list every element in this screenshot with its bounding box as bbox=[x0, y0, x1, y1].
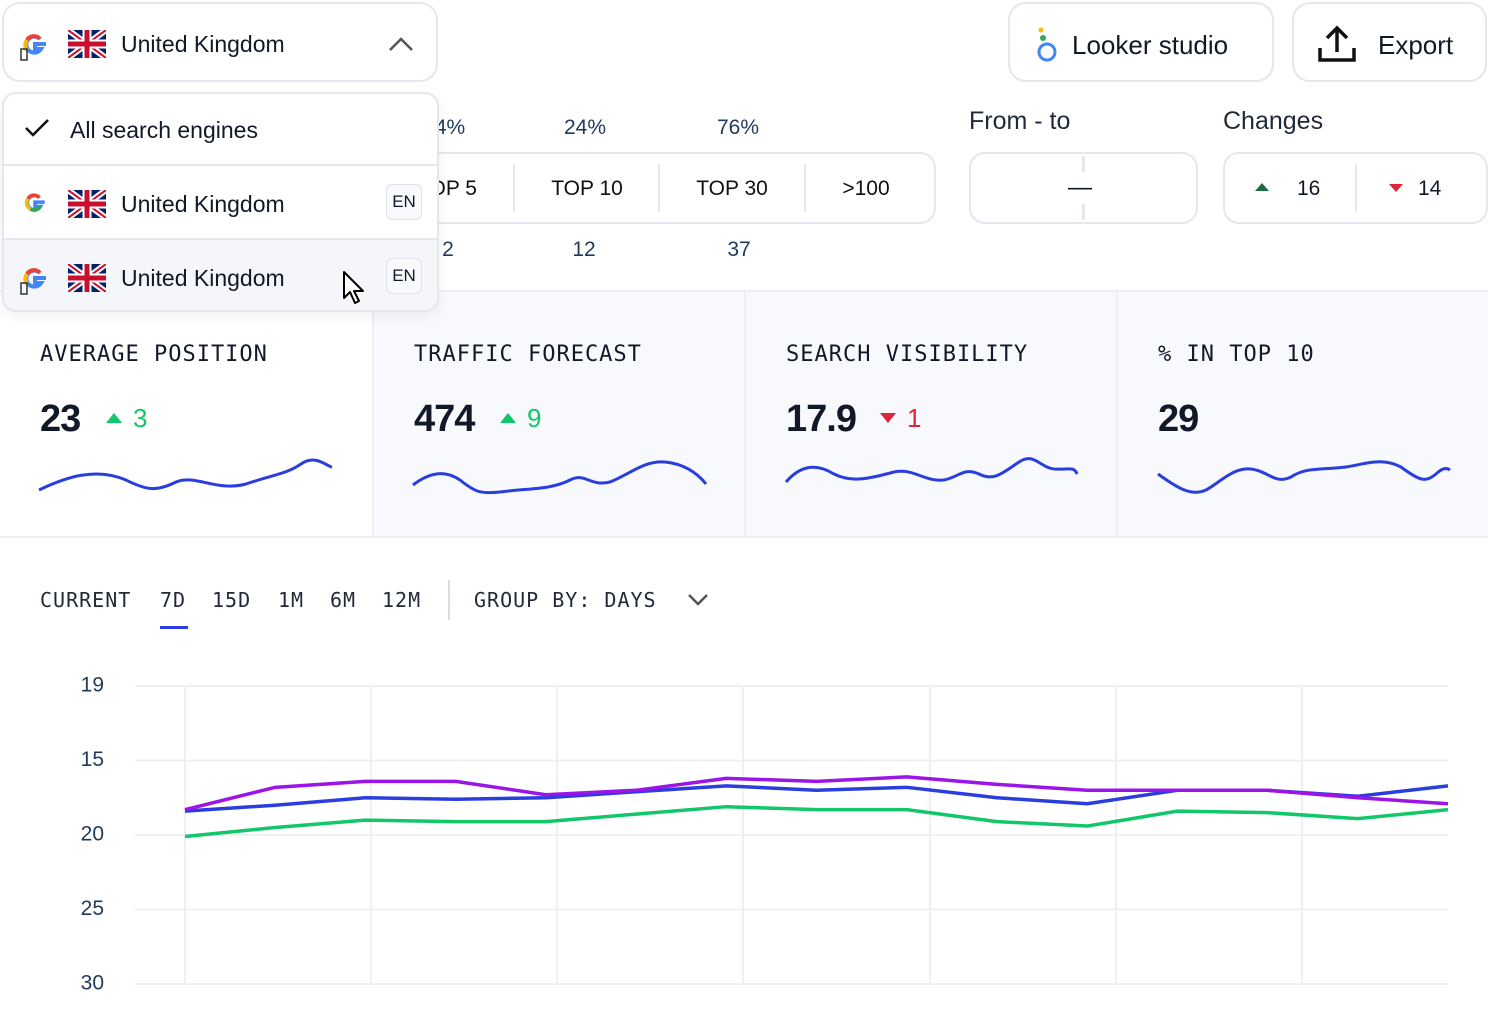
divider bbox=[804, 164, 806, 212]
period-tab[interactable]: 1M bbox=[278, 588, 305, 612]
metric-title: % IN TOP 10 bbox=[1158, 342, 1315, 367]
tick bbox=[1082, 156, 1085, 172]
engine-label: United Kingdom bbox=[121, 31, 285, 57]
divider bbox=[1355, 164, 1357, 212]
percent: 4% bbox=[434, 116, 466, 139]
item-label: All search engines bbox=[70, 117, 258, 143]
y-tick-label: 30 bbox=[81, 972, 104, 995]
count: 37 bbox=[727, 238, 751, 261]
metric-card: TRAFFIC FORECAST 474 9 bbox=[372, 290, 744, 538]
item-label: United Kingdom bbox=[121, 265, 285, 291]
chevron-up bbox=[389, 37, 413, 51]
engine-select[interactable]: United Kingdom bbox=[2, 2, 438, 82]
metric-value: 29 bbox=[1158, 398, 1199, 440]
period-tab[interactable]: 12M bbox=[382, 588, 422, 612]
from-to-field[interactable]: — bbox=[969, 152, 1198, 224]
metric-change: 1 bbox=[907, 403, 922, 433]
count: 12 bbox=[572, 238, 596, 261]
changes-box: 16 14 bbox=[1223, 152, 1488, 224]
up-arrow bbox=[1255, 183, 1269, 191]
active-underline bbox=[160, 626, 188, 629]
from-to-label: From - to bbox=[969, 107, 1071, 135]
chevron-down bbox=[688, 594, 708, 606]
series-line bbox=[184, 804, 1449, 839]
group-by[interactable]: GROUP BY: DAYS bbox=[474, 588, 657, 612]
metric-value: 23 bbox=[40, 398, 81, 440]
y-tick-label: 25 bbox=[81, 897, 104, 920]
sparkline bbox=[784, 457, 1079, 483]
tick bbox=[1082, 204, 1085, 220]
google-icon bbox=[20, 268, 46, 295]
range-label: TOP 10 bbox=[551, 177, 623, 200]
engine-dropdown: All search engines United Kingdom EN Uni… bbox=[2, 92, 439, 312]
metric-card: SEARCH VISIBILITY 17.9 1 bbox=[744, 290, 1116, 538]
sparkline bbox=[412, 460, 708, 495]
looker-button[interactable]: Looker studio bbox=[1008, 2, 1274, 82]
dropdown-item[interactable]: All search engines bbox=[4, 94, 437, 164]
distribution-bar bbox=[360, 152, 936, 224]
cursor bbox=[343, 271, 364, 304]
position-chart: 19 15 20 25 30 bbox=[81, 674, 1449, 995]
percent: 76% bbox=[716, 116, 760, 139]
looker-icon bbox=[1037, 27, 1057, 62]
item-label: United Kingdom bbox=[121, 191, 285, 217]
uk-flag bbox=[68, 30, 106, 58]
divider bbox=[513, 164, 515, 212]
button-label: Looker studio bbox=[1072, 30, 1229, 60]
sparkline bbox=[1157, 460, 1451, 494]
sparkline bbox=[38, 458, 333, 492]
down-arrow bbox=[880, 413, 896, 423]
y-tick-label: 15 bbox=[81, 748, 104, 771]
from-to-value: — bbox=[1068, 174, 1092, 201]
changes-label: Changes bbox=[1223, 107, 1324, 135]
export-icon bbox=[1318, 25, 1356, 62]
metric-title: SEARCH VISIBILITY bbox=[786, 342, 1029, 367]
period-tab[interactable]: CURRENT bbox=[40, 588, 132, 612]
metric-value: 474 bbox=[414, 398, 475, 440]
up-arrow bbox=[106, 413, 122, 423]
metric-title: AVERAGE POSITION bbox=[40, 342, 268, 367]
export-button[interactable]: Export bbox=[1292, 2, 1487, 82]
google-icon bbox=[24, 193, 45, 212]
range-label: TOP 30 bbox=[696, 177, 768, 200]
percent: 24% bbox=[563, 116, 607, 139]
divider bbox=[658, 164, 660, 212]
uk-flag bbox=[68, 190, 106, 218]
range-label: >100 bbox=[842, 177, 890, 200]
google-icon bbox=[20, 34, 46, 61]
series-line bbox=[184, 775, 1449, 812]
lang-badge: EN bbox=[386, 184, 422, 220]
separator bbox=[4, 238, 437, 240]
metric-card: AVERAGE POSITION 23 3 bbox=[0, 290, 372, 538]
y-tick-label: 20 bbox=[81, 823, 104, 846]
dropdown-item[interactable]: United Kingdom EN bbox=[4, 166, 437, 238]
down-arrow bbox=[1389, 184, 1403, 192]
y-tick-label: 19 bbox=[81, 674, 104, 697]
metric-change: 9 bbox=[527, 403, 542, 433]
up-arrow bbox=[500, 413, 516, 423]
metric-card: % IN TOP 10 29 bbox=[1116, 290, 1488, 538]
metric-change: 3 bbox=[133, 403, 148, 433]
period-tab[interactable]: 7D bbox=[160, 588, 187, 612]
check-icon bbox=[25, 119, 49, 137]
metric-value: 17.9 bbox=[786, 398, 857, 440]
count: 2 bbox=[442, 238, 454, 261]
divider bbox=[448, 580, 450, 620]
period-tab[interactable]: 6M bbox=[330, 588, 357, 612]
changes-down: 14 bbox=[1418, 177, 1442, 200]
period-tab[interactable]: 15D bbox=[212, 588, 252, 612]
metric-title: TRAFFIC FORECAST bbox=[414, 342, 642, 367]
dropdown-item[interactable]: United Kingdom EN bbox=[4, 240, 437, 310]
changes-up: 16 bbox=[1297, 177, 1321, 200]
uk-flag bbox=[68, 264, 106, 292]
lang-badge: EN bbox=[386, 258, 422, 294]
separator bbox=[4, 164, 437, 166]
button-label: Export bbox=[1378, 30, 1454, 60]
